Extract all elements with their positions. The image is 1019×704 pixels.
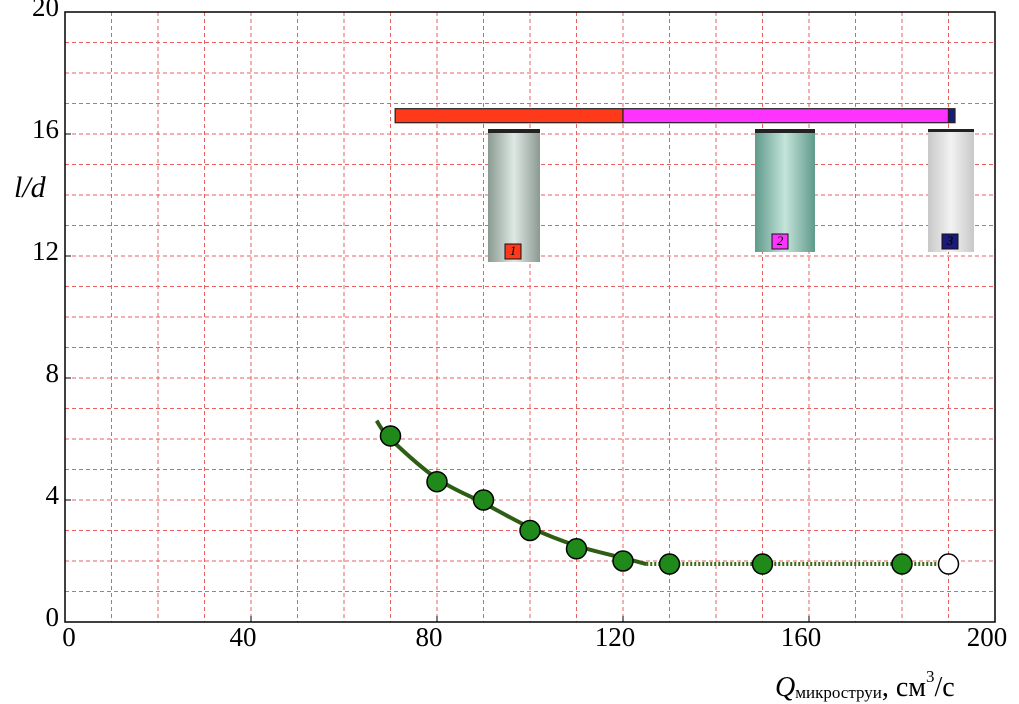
regime-bar [394,108,624,124]
y-tick-label: 16 [32,114,59,144]
plot-frame [64,11,996,623]
data-point [472,489,495,511]
data-line [374,419,647,566]
x-unit-tail: /с [934,672,954,703]
y-tick-label: 8 [46,358,60,388]
photo [928,131,974,252]
x-tick-label: 40 [230,622,257,652]
y-tick-label: 0 [46,602,60,632]
x-tick-label: 200 [967,622,1008,652]
y-axis-label: l/d [14,171,47,204]
data-point [565,538,588,560]
x-subscript: микроструи [795,683,882,702]
x-tick-label: 120 [595,622,636,652]
regime-box [941,233,959,250]
y-tick-label: 20 [32,0,59,22]
regime-label: 1 [510,243,517,258]
data-point [891,553,913,575]
y-tick-label: 4 [46,480,60,510]
y-tick-label: 12 [32,236,59,266]
data-point [937,553,960,575]
x-tick-label: 160 [781,622,822,652]
photo [755,131,815,252]
data-point [658,553,681,575]
data-point [612,550,634,572]
regime-label: 2 [777,233,784,248]
regime-label: 3 [946,233,954,248]
x-unit-power: 3 [926,667,935,686]
nozzle [755,129,815,133]
regime-bar [622,108,950,124]
photo [488,131,540,262]
regime-box [771,233,789,250]
regime-box [504,243,522,260]
data-point [519,519,541,542]
nozzle [928,129,974,132]
x-symbol: Q [775,672,795,703]
x-tick-label: 0 [62,622,76,652]
regime-bar [947,108,956,124]
x-axis-label: Qмикроструи, см3/с [775,667,955,704]
x-tick-label: 80 [416,622,443,652]
x-unit: , см [882,672,926,703]
nozzle [488,129,540,133]
data-point [426,470,448,493]
data-point [379,425,402,447]
data-point [751,553,774,575]
